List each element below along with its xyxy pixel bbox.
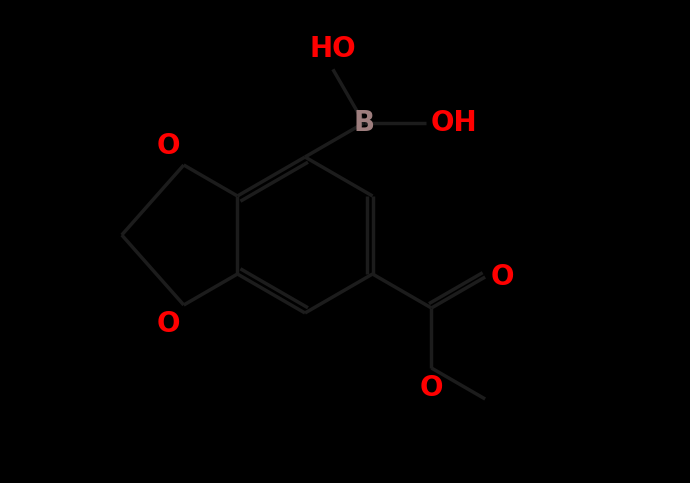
Text: O: O: [156, 310, 180, 338]
Text: O: O: [490, 263, 513, 291]
Text: B: B: [353, 109, 375, 137]
Text: OH: OH: [431, 109, 477, 137]
Text: O: O: [156, 132, 180, 160]
Text: HO: HO: [310, 35, 356, 63]
Text: O: O: [420, 374, 443, 402]
